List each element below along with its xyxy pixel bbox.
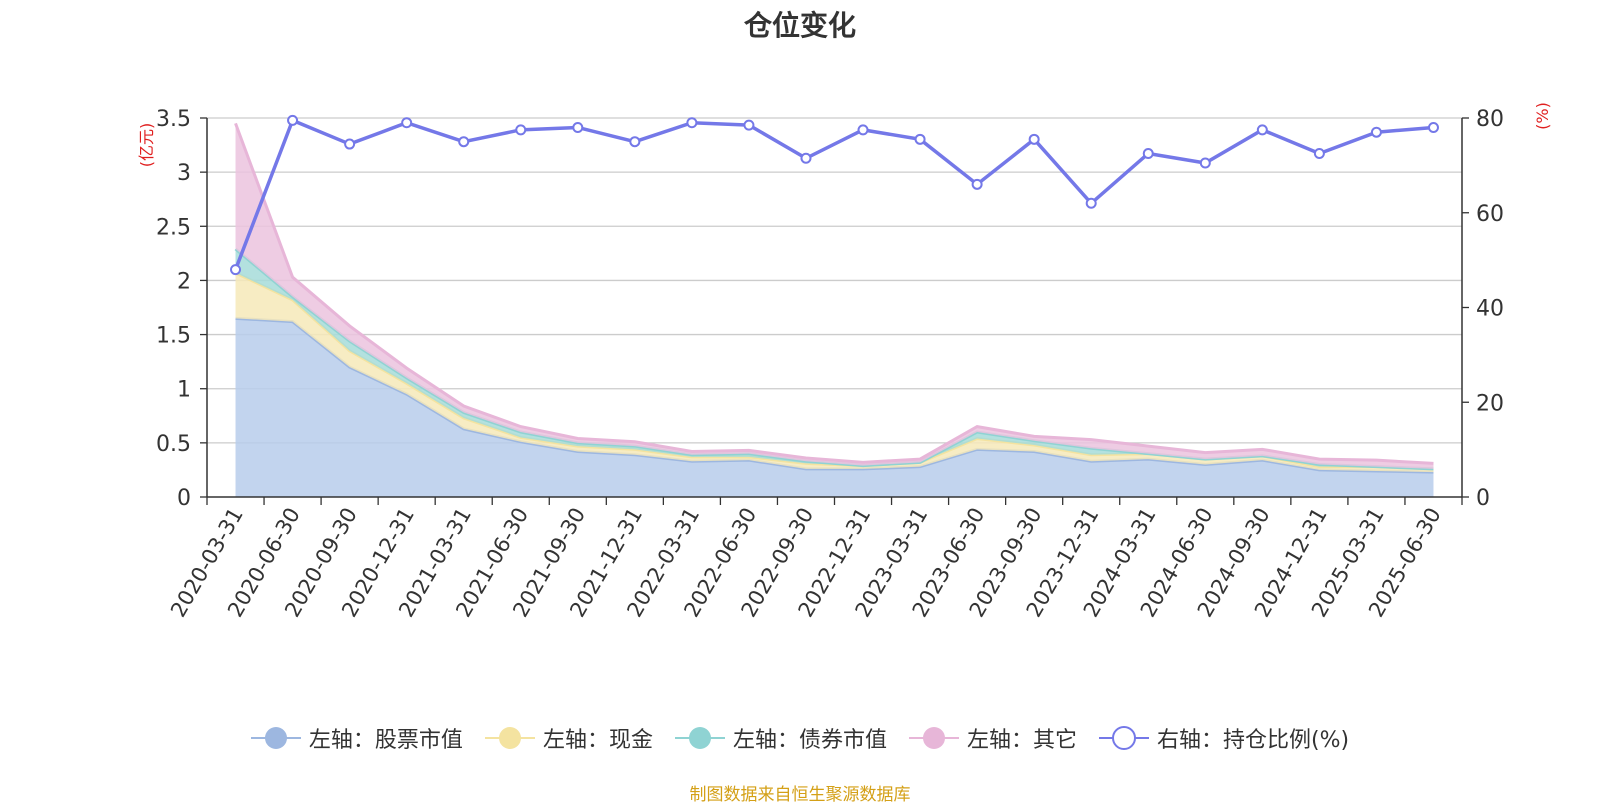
line-series-point [1313,148,1325,160]
line-series-point [572,121,584,133]
line-series-point [1085,197,1097,209]
legend-marker-icon [484,727,535,749]
legend-item-0[interactable]: 左轴：股票市值 [250,722,463,754]
right-axis-tick-label: 40 [1476,297,1504,322]
line-series-point [1256,124,1268,136]
line-series-path [233,118,1434,271]
line-series-point [344,138,356,150]
line-series-point [287,114,299,126]
left-axis-tick-label: 3 [177,161,191,186]
legend-marker-icon [1098,726,1149,750]
left-axis-tick-label: 1.5 [156,324,191,349]
left-axis-tick-label: 2.5 [156,215,191,240]
line-series-point [458,136,470,148]
legend-label: 左轴：股票市值 [308,728,463,753]
left-axis-tick-label: 1 [177,378,191,403]
right-axis-tick-label: 0 [1476,486,1490,511]
line-series-point [1028,133,1040,145]
right-axis-tick-label: 60 [1476,202,1504,227]
left-axis-tick-label: 0.5 [156,432,191,457]
line-series-point [515,124,527,136]
line-series-point [1199,157,1211,169]
left-axis-tick-label: 3.5 [156,107,191,132]
area-series-0 [235,318,1434,497]
line-series-point [857,124,869,136]
legend-label: 右轴：持仓比例(%) [1156,728,1350,753]
stacked-areas [234,122,1434,497]
position-ratio-line [230,114,1439,276]
legend-marker-icon [674,727,725,749]
left-axis-tick-label: 0 [177,486,191,511]
legend-item-3[interactable]: 左轴：其它 [908,722,1077,754]
line-series-point [401,117,413,129]
line-series-point [230,264,242,276]
left-axis-title: (亿元) [137,123,156,168]
legend-label: 左轴：债券市值 [732,728,887,753]
line-series-point [1427,121,1439,133]
area-series-top-line-3 [234,122,1434,465]
left-axis-tick-label: 2 [177,269,191,294]
axes [200,117,1469,505]
line-series-point [971,178,983,190]
line-series-point [914,133,926,145]
legend-item-4[interactable]: 右轴：持仓比例(%) [1098,722,1350,754]
legend-label: 左轴：现金 [542,728,653,753]
line-series-point [686,117,698,129]
legend-marker-icon [908,727,959,749]
chart-title: 仓位变化 [743,9,856,42]
right-axis-tick-label: 80 [1476,107,1504,132]
right-axis-tick-label: 20 [1476,391,1504,416]
line-series-point [629,136,641,148]
legend: 左轴：股票市值 左轴：现金 左轴：债券市值 左轴：其它 右轴：持仓比例(%) [0,722,1600,754]
legend-marker-icon [250,727,301,749]
right-axis-title: (%) [1533,102,1552,130]
line-series-point [1370,126,1382,138]
legend-label: 左轴：其它 [966,728,1077,753]
legend-item-1[interactable]: 左轴：现金 [484,722,653,754]
line-series-point [800,152,812,164]
line-series-point [1142,148,1154,160]
line-series-point [743,119,755,131]
data-source-note: 制图数据来自恒生聚源数据库 [689,785,911,805]
legend-item-2[interactable]: 左轴：债券市值 [674,722,887,754]
area-series-top-line-0 [235,316,1434,474]
